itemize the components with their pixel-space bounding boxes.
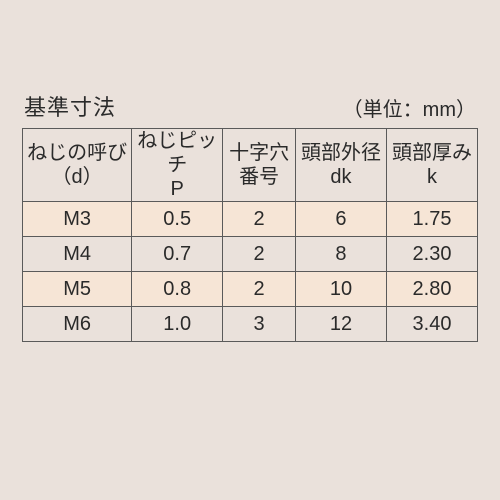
cell-pitch: 0.5 bbox=[132, 202, 223, 237]
cell-k: 2.30 bbox=[386, 237, 477, 272]
col-header-k: 頭部厚み k bbox=[386, 129, 477, 202]
title-row: 基準寸法 （単位：mm） bbox=[22, 90, 478, 122]
cell-pitch: 0.8 bbox=[132, 272, 223, 307]
table-row: M6 1.0 3 12 3.40 bbox=[23, 307, 478, 342]
page-title: 基準寸法 bbox=[24, 90, 116, 122]
cell-dk: 10 bbox=[295, 272, 386, 307]
col-header-symbol: k bbox=[387, 165, 477, 189]
table-row: M3 0.5 2 6 1.75 bbox=[23, 202, 478, 237]
cell-designation: M6 bbox=[23, 307, 132, 342]
col-header-dk: 頭部外径 dk bbox=[295, 129, 386, 202]
col-header-text: 頭部外径 bbox=[296, 141, 386, 165]
cell-cross: 3 bbox=[223, 307, 296, 342]
dimensions-table: ねじの呼び （d） ねじピッチ P 十字穴 番号 頭部外径 dk 頭部厚み bbox=[22, 128, 478, 342]
table-row: M4 0.7 2 8 2.30 bbox=[23, 237, 478, 272]
cell-cross: 2 bbox=[223, 237, 296, 272]
col-header-text: 頭部厚み bbox=[387, 141, 477, 165]
cell-designation: M3 bbox=[23, 202, 132, 237]
cell-dk: 8 bbox=[295, 237, 386, 272]
unit-label: （単位：mm） bbox=[343, 93, 476, 122]
col-header-text: ねじの呼び bbox=[23, 141, 131, 165]
table-header-row: ねじの呼び （d） ねじピッチ P 十字穴 番号 頭部外径 dk 頭部厚み bbox=[23, 129, 478, 202]
cell-designation: M5 bbox=[23, 272, 132, 307]
col-header-pitch: ねじピッチ P bbox=[132, 129, 223, 202]
cell-dk: 6 bbox=[295, 202, 386, 237]
table-row: M5 0.8 2 10 2.80 bbox=[23, 272, 478, 307]
col-header-symbol: dk bbox=[296, 165, 386, 189]
col-header-cross: 十字穴 番号 bbox=[223, 129, 296, 202]
cell-k: 3.40 bbox=[386, 307, 477, 342]
cell-cross: 2 bbox=[223, 202, 296, 237]
cell-k: 1.75 bbox=[386, 202, 477, 237]
cell-k: 2.80 bbox=[386, 272, 477, 307]
cell-dk: 12 bbox=[295, 307, 386, 342]
col-header-symbol: P bbox=[132, 177, 222, 201]
col-header-symbol: 番号 bbox=[223, 165, 295, 189]
col-header-symbol: （d） bbox=[23, 165, 131, 189]
cell-designation: M4 bbox=[23, 237, 132, 272]
col-header-designation: ねじの呼び （d） bbox=[23, 129, 132, 202]
col-header-text: ねじピッチ bbox=[132, 129, 222, 177]
cell-cross: 2 bbox=[223, 272, 296, 307]
page: 基準寸法 （単位：mm） ねじの呼び （d） ねじピッチ P 十字穴 番号 bbox=[0, 0, 500, 500]
col-header-text: 十字穴 bbox=[223, 141, 295, 165]
cell-pitch: 0.7 bbox=[132, 237, 223, 272]
cell-pitch: 1.0 bbox=[132, 307, 223, 342]
